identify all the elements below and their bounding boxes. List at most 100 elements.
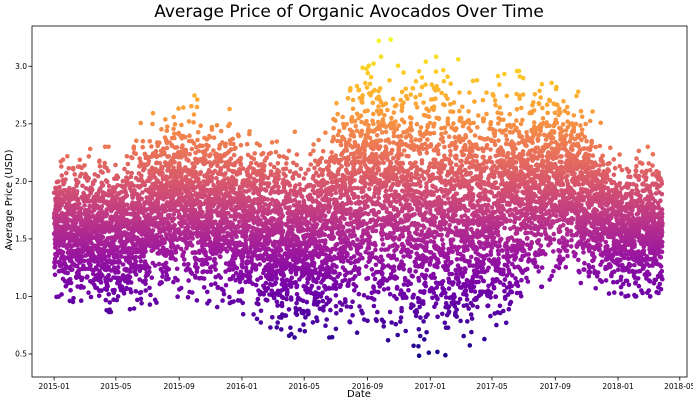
data-point [322, 182, 327, 188]
data-point [341, 216, 347, 221]
data-point [106, 144, 111, 150]
data-point [102, 286, 108, 292]
data-point [288, 325, 293, 331]
data-point [273, 149, 279, 155]
data-point [164, 272, 170, 278]
data-point [228, 220, 233, 225]
data-point [379, 237, 385, 242]
data-point [324, 317, 330, 322]
data-point [260, 246, 266, 251]
data-point [364, 85, 370, 90]
data-point [77, 164, 82, 169]
data-point [350, 299, 355, 305]
data-point [193, 257, 198, 263]
data-point [125, 170, 130, 175]
data-point [65, 154, 70, 159]
data-point [358, 200, 364, 205]
data-point [102, 254, 107, 259]
data-point [189, 271, 195, 276]
data-point [310, 320, 316, 325]
data-point [214, 208, 219, 213]
data-point [132, 228, 137, 233]
data-point [250, 213, 255, 219]
data-point [333, 326, 339, 332]
data-point [276, 153, 282, 159]
data-point [63, 177, 68, 182]
data-point [71, 295, 76, 301]
data-point [127, 274, 133, 280]
data-point [103, 297, 109, 303]
data-point [197, 205, 202, 210]
data-point [283, 173, 288, 179]
data-point [265, 184, 271, 189]
data-point [347, 180, 353, 186]
data-point [274, 276, 280, 281]
data-point [78, 206, 84, 211]
data-point [193, 170, 198, 176]
data-point [158, 280, 163, 285]
data-point [331, 134, 336, 140]
data-point [323, 323, 328, 329]
data-point [85, 208, 90, 213]
data-point [66, 166, 72, 171]
data-point [293, 234, 298, 240]
data-point [365, 70, 371, 76]
data-point [297, 327, 303, 333]
data-point [142, 202, 147, 207]
data-point [302, 329, 308, 334]
data-point [374, 133, 380, 138]
data-point [189, 146, 195, 152]
data-point [265, 246, 270, 251]
data-point [276, 173, 281, 179]
data-point [88, 279, 93, 284]
data-point [359, 189, 365, 195]
data-point [382, 113, 387, 118]
data-point [211, 182, 216, 188]
data-point [345, 96, 351, 101]
data-point [121, 215, 126, 220]
data-point [130, 155, 135, 161]
data-point [163, 208, 169, 214]
data-point [142, 249, 148, 254]
data-point [190, 236, 195, 241]
data-point [212, 264, 217, 269]
data-point [301, 322, 306, 327]
data-point [133, 254, 139, 260]
data-point [205, 289, 210, 295]
data-point [98, 186, 103, 191]
data-point [111, 241, 116, 247]
data-point [200, 269, 205, 275]
data-point [113, 162, 118, 168]
data-point [55, 260, 61, 265]
data-point [383, 129, 389, 135]
data-point [378, 138, 384, 143]
data-point [145, 212, 151, 217]
data-point [322, 213, 328, 219]
data-point [120, 262, 126, 267]
data-point [131, 144, 137, 149]
data-point [341, 173, 346, 179]
data-point [366, 241, 371, 247]
data-point [268, 325, 273, 330]
data-point [253, 282, 259, 288]
data-point [234, 233, 239, 239]
data-point [283, 166, 289, 171]
data-point [358, 164, 364, 170]
data-point [193, 250, 198, 255]
data-point [169, 142, 175, 148]
data-point [170, 242, 176, 248]
data-point [257, 143, 263, 148]
data-point [314, 222, 320, 227]
data-point [73, 242, 79, 248]
data-point [143, 288, 148, 293]
data-point [351, 254, 357, 259]
data-point [125, 177, 130, 182]
data-point [88, 294, 94, 300]
data-point [137, 156, 142, 161]
data-point [227, 106, 232, 112]
data-point [147, 285, 152, 291]
data-point [139, 196, 144, 202]
data-point [99, 264, 105, 270]
data-point [173, 154, 178, 160]
data-point [178, 149, 184, 155]
